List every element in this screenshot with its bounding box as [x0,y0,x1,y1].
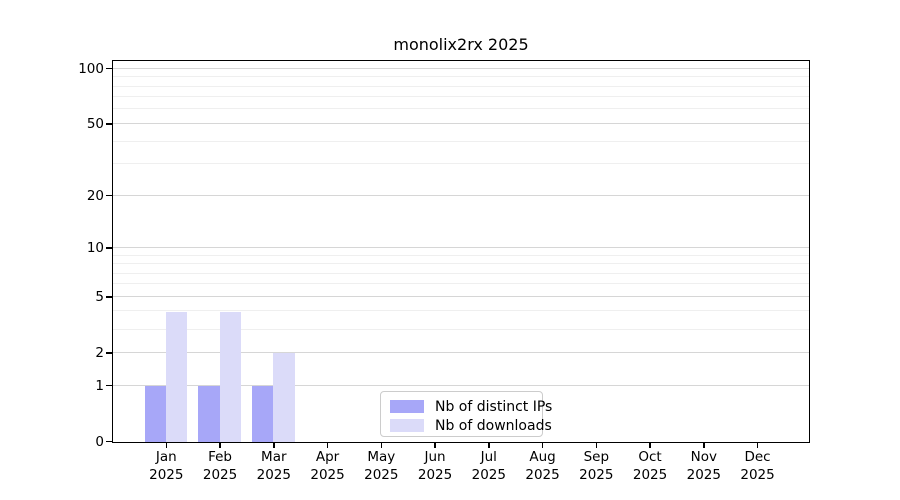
x-tick-mark [273,443,275,448]
y-tick-label: 20 [86,187,104,204]
gridline-major [113,384,809,386]
year-label: 2025 [525,466,560,483]
month-label: Jan [155,449,177,465]
bar-nb-of-downloads-jan [165,312,188,442]
y-tick-label: 2 [95,344,104,361]
x-tick-mark [488,443,490,448]
gridline-minor [113,254,809,256]
gridline-major [113,122,809,124]
y-tick-mark [106,352,112,354]
y-tick-mark [106,440,112,443]
y-tick-mark [106,123,112,125]
y-tick-mark [106,194,112,197]
gridline-minor [113,283,809,285]
gridline-minor [113,263,809,264]
x-tick-mark [703,443,705,448]
x-tick-label-jul: Jul 2025 [454,449,524,484]
year-label: 2025 [256,466,291,483]
gridline-major [113,67,809,69]
y-tick-mark [106,67,112,70]
gridline-minor [113,140,809,142]
y-tick-mark [106,296,112,298]
month-label: Oct [638,449,662,465]
gridline-minor [113,163,809,165]
gridline-minor [113,85,809,87]
year-label: 2025 [686,466,721,483]
month-label: Sep [583,449,610,465]
gridline-minor [113,272,809,274]
year-label: 2025 [202,466,238,483]
bar-nb-of-distinct-ips-feb [198,386,220,442]
x-tick-label-dec: Dec 2025 [723,449,793,484]
x-tick-label-jun: Jun 2025 [400,449,470,484]
x-tick-mark [434,443,436,448]
x-tick-label-oct: Oct 2025 [615,449,685,484]
x-tick-mark [756,443,759,448]
x-tick-label-feb: Feb 2025 [185,449,255,484]
bar-nb-of-distinct-ips-mar [252,386,274,442]
gridline-major [113,246,809,248]
x-tick-mark [649,443,651,448]
y-tick-label: 50 [86,115,104,132]
y-tick-label: 5 [95,288,104,305]
x-tick-mark [326,443,329,448]
year-label: 2025 [417,466,453,483]
month-label: Jul [480,449,497,465]
gridline-minor [113,76,809,78]
y-tick-label: 10 [86,239,104,256]
year-label: 2025 [364,466,399,483]
year-label: 2025 [579,466,614,483]
x-tick-label-aug: Aug 2025 [508,449,578,484]
x-tick-mark [595,443,598,448]
year-label: 2025 [310,466,345,483]
x-tick-label-mar: Mar 2025 [239,449,309,484]
month-label: May [367,449,396,465]
x-tick-label-jan: Jan 2025 [131,449,201,484]
month-label: Nov [690,449,717,465]
bar-nb-of-downloads-mar [273,353,295,442]
year-label: 2025 [471,466,506,483]
chart-title: monolix2rx 2025 [393,35,529,54]
legend-swatch-nb-of-downloads [390,419,424,432]
x-tick-label-sep: Sep 2025 [561,449,631,484]
y-tick-mark [106,384,112,387]
gridline-minor [113,96,809,98]
gridline-major [113,351,809,353]
legend-item-nb-of-downloads: Nb of downloads [390,417,552,434]
y-tick-label: 100 [78,60,104,77]
plot-area [112,60,810,443]
month-label: Apr [315,449,340,465]
bar-nb-of-distinct-ips-jan [144,386,166,442]
x-tick-mark [165,443,168,448]
year-label: 2025 [632,466,668,483]
x-tick-mark [219,443,221,448]
gridline-minor [113,310,809,312]
month-label: Feb [208,449,232,465]
x-tick-label-nov: Nov 2025 [669,449,739,484]
x-tick-label-apr: Apr 2025 [293,449,363,484]
legend-item-nb-of-distinct-ips: Nb of distinct IPs [390,398,552,415]
gridline-minor [113,328,809,330]
gridline-major [113,295,809,297]
year-label: 2025 [740,466,775,483]
month-label: Aug [529,449,556,465]
y-tick-mark [106,247,112,249]
month-label: Jun [424,449,446,465]
y-tick-label: 0 [95,433,104,450]
month-label: Mar [261,449,287,465]
legend: Nb of distinct IPs Nb of downloads [380,391,552,437]
legend-label: Nb of downloads [435,417,552,434]
x-tick-label-may: May 2025 [346,449,416,484]
x-tick-mark [380,443,383,448]
month-label: Dec [744,449,771,465]
gridline-minor [113,108,809,110]
year-label: 2025 [149,466,184,483]
x-tick-mark [541,443,544,448]
gridline-major [113,194,809,196]
bar-nb-of-downloads-feb [219,312,241,442]
y-tick-label: 1 [95,377,104,394]
legend-label: Nb of distinct IPs [435,398,553,415]
legend-swatch-nb-of-distinct-ips [390,400,424,413]
